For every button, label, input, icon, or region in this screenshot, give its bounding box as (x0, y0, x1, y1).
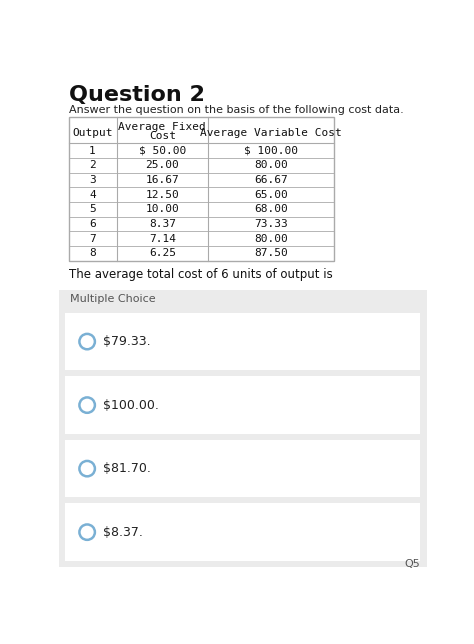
Text: 4: 4 (89, 190, 96, 200)
Text: $81.70.: $81.70. (103, 462, 151, 475)
Text: Multiple Choice: Multiple Choice (70, 294, 156, 305)
Text: $ 100.00: $ 100.00 (244, 146, 298, 156)
Text: $8.37.: $8.37. (103, 526, 143, 538)
Text: 12.50: 12.50 (146, 190, 179, 200)
Text: 6: 6 (89, 219, 96, 229)
Text: 25.00: 25.00 (146, 160, 179, 171)
Text: 8: 8 (89, 248, 96, 258)
Text: Average Variable Cost: Average Variable Cost (200, 129, 342, 138)
Bar (65, 313, 420, 370)
Text: 7: 7 (89, 234, 96, 243)
Text: Average Fixed: Average Fixed (118, 122, 206, 131)
Text: 80.00: 80.00 (254, 160, 288, 171)
Text: 7.14: 7.14 (149, 234, 176, 243)
Text: Cost: Cost (149, 131, 176, 141)
Text: $79.33.: $79.33. (103, 335, 150, 348)
Text: 1: 1 (89, 146, 96, 156)
Text: 10.00: 10.00 (146, 204, 179, 214)
Text: 16.67: 16.67 (146, 175, 179, 185)
Bar (65, 377, 420, 434)
Text: $ 50.00: $ 50.00 (139, 146, 186, 156)
Text: Answer the question on the basis of the following cost data.: Answer the question on the basis of the … (69, 105, 403, 115)
Text: 5: 5 (89, 204, 96, 214)
Bar (65, 440, 420, 497)
Text: Output: Output (73, 129, 113, 138)
Bar (65, 504, 420, 561)
Bar (59, 290, 427, 567)
Text: 8.37: 8.37 (149, 219, 176, 229)
Text: $100.00.: $100.00. (103, 399, 158, 412)
Text: The average total cost of 6 units of output is: The average total cost of 6 units of out… (69, 269, 332, 281)
Text: 2: 2 (89, 160, 96, 171)
Text: 3: 3 (89, 175, 96, 185)
Bar (69, 117, 334, 261)
Text: Q5: Q5 (405, 558, 420, 569)
Text: 66.67: 66.67 (254, 175, 288, 185)
Text: 68.00: 68.00 (254, 204, 288, 214)
Text: 65.00: 65.00 (254, 190, 288, 200)
Text: Question 2: Question 2 (69, 85, 204, 105)
Text: 87.50: 87.50 (254, 248, 288, 258)
Text: 80.00: 80.00 (254, 234, 288, 243)
Text: 6.25: 6.25 (149, 248, 176, 258)
Text: 73.33: 73.33 (254, 219, 288, 229)
